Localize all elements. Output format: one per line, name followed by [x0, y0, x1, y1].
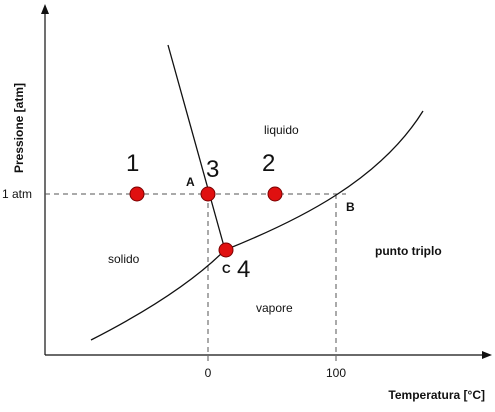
- marker-point-3: [200, 186, 216, 202]
- region-vapour-label: vapore: [256, 301, 293, 315]
- marker-point-4: [218, 242, 234, 258]
- point-a-label: A: [186, 175, 195, 189]
- x-tick-100: 100: [326, 366, 346, 380]
- liquid-vapour-boundary: [224, 110, 424, 251]
- point-b-label: B: [346, 200, 355, 214]
- y-axis-label: Pressione [atm]: [12, 83, 26, 173]
- number-2-label: 2: [262, 150, 275, 177]
- y-tick-1-atm: 1 atm: [2, 187, 32, 201]
- y-axis-arrow: [41, 4, 49, 14]
- solid-liquid-boundary: [167, 44, 226, 251]
- x-axis-arrow: [482, 351, 492, 359]
- number-4-label: 4: [237, 256, 250, 283]
- x-tick-0: 0: [205, 366, 212, 380]
- marker-point-1: [129, 186, 145, 202]
- point-c-label: C: [222, 262, 231, 276]
- number-3-label: 3: [206, 156, 219, 183]
- x-axis-label: Temperatura [°C]: [388, 388, 485, 402]
- region-liquid-label: liquido: [264, 123, 299, 137]
- marker-point-2: [267, 186, 283, 202]
- number-1-label: 1: [126, 150, 139, 177]
- triple-point-label: punto triplo: [375, 244, 442, 258]
- region-solid-label: solido: [108, 252, 140, 266]
- solid-vapour-boundary: [90, 249, 226, 341]
